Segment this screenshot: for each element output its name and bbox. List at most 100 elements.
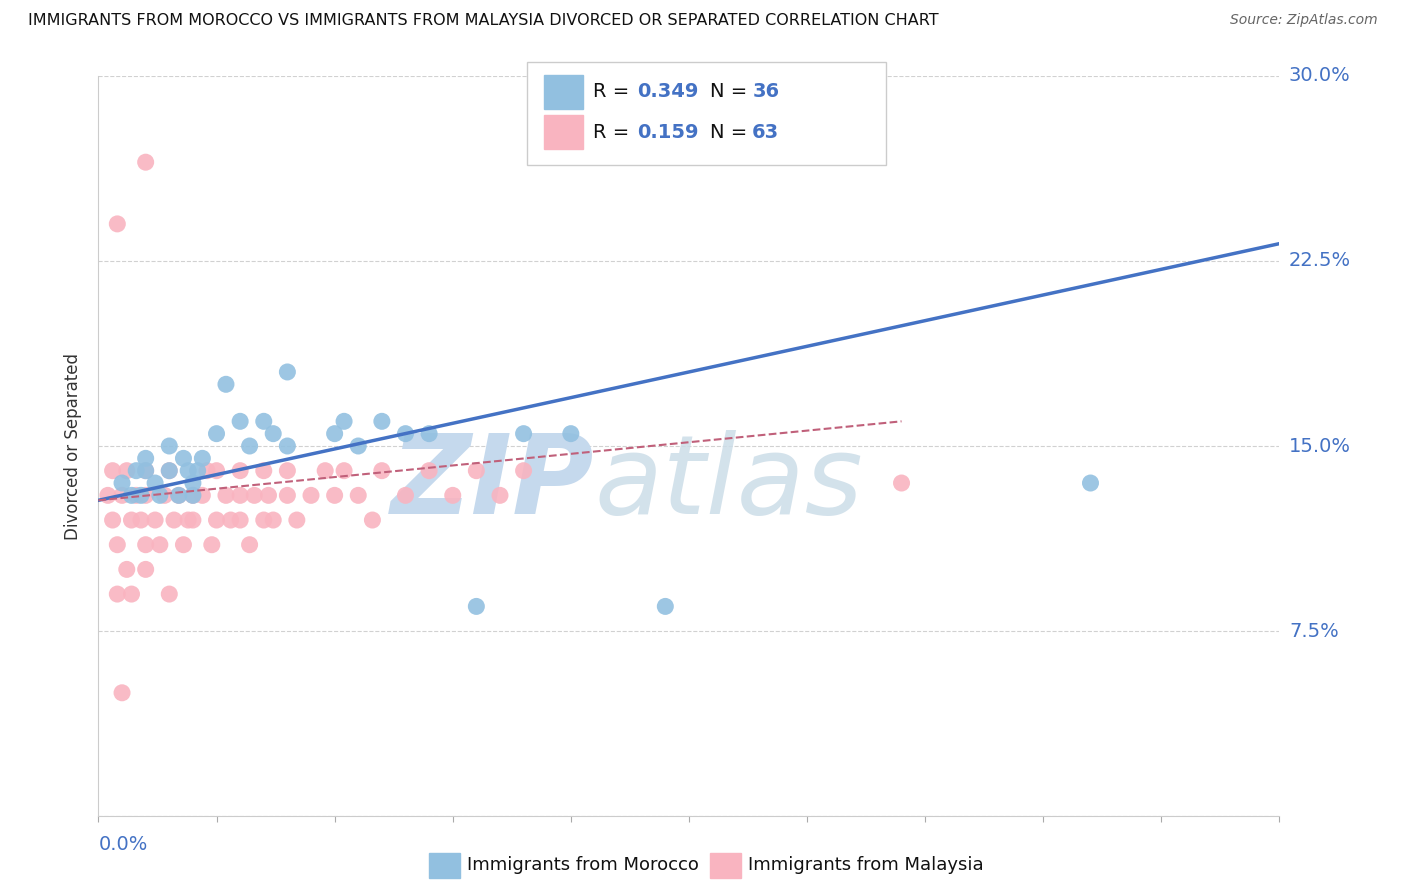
Text: Source: ZipAtlas.com: Source: ZipAtlas.com <box>1230 13 1378 28</box>
Point <box>1080 475 1102 490</box>
Point <box>243 488 266 502</box>
Point <box>489 488 512 502</box>
Point <box>323 426 346 441</box>
Point <box>418 464 440 478</box>
Point <box>135 562 157 576</box>
Text: R =: R = <box>593 122 636 142</box>
Point <box>418 426 440 441</box>
Point <box>167 488 190 502</box>
Text: N =: N = <box>710 122 754 142</box>
Point <box>253 513 276 527</box>
Point <box>135 155 157 169</box>
Point <box>512 426 534 441</box>
Text: ZIP: ZIP <box>391 430 595 536</box>
Point <box>276 365 298 379</box>
Point <box>125 488 148 502</box>
Point <box>276 464 298 478</box>
Text: 0.349: 0.349 <box>637 82 699 102</box>
Point <box>101 513 124 527</box>
Point <box>187 464 209 478</box>
Point <box>441 488 464 502</box>
Point <box>129 513 152 527</box>
Text: R =: R = <box>593 82 636 102</box>
Point <box>135 451 157 466</box>
Point <box>97 488 120 502</box>
Text: 7.5%: 7.5% <box>1289 622 1339 640</box>
Text: Immigrants from Morocco: Immigrants from Morocco <box>467 856 699 874</box>
Point <box>201 538 224 552</box>
Point <box>121 513 143 527</box>
Point <box>177 513 200 527</box>
Point <box>229 488 252 502</box>
Point <box>253 464 276 478</box>
Text: 30.0%: 30.0% <box>1289 66 1351 86</box>
Point <box>195 464 218 478</box>
Point <box>215 488 238 502</box>
Text: N =: N = <box>710 82 754 102</box>
Point <box>181 488 204 502</box>
Point <box>135 464 157 478</box>
Point <box>172 451 194 466</box>
Point <box>191 488 214 502</box>
Point <box>172 538 194 552</box>
Point <box>333 414 356 428</box>
Point <box>135 464 157 478</box>
Point <box>560 426 582 441</box>
Point <box>253 414 276 428</box>
Point <box>371 464 394 478</box>
Point <box>276 439 298 453</box>
Point <box>371 414 394 428</box>
Point <box>149 488 172 502</box>
Point <box>181 488 204 502</box>
Point <box>239 538 262 552</box>
Point <box>299 488 322 502</box>
Point <box>262 426 284 441</box>
Point <box>115 562 138 576</box>
Point <box>205 464 228 478</box>
Point <box>105 217 128 231</box>
Point <box>157 464 180 478</box>
Point <box>135 488 157 502</box>
Point <box>205 513 228 527</box>
Point <box>167 488 190 502</box>
Text: 15.0%: 15.0% <box>1289 436 1351 456</box>
Point <box>465 599 488 614</box>
Point <box>143 475 166 490</box>
Point <box>229 414 252 428</box>
Point <box>149 538 172 552</box>
Point <box>111 488 134 502</box>
Point <box>219 513 242 527</box>
Point <box>101 464 124 478</box>
Point <box>135 538 157 552</box>
Point <box>654 599 676 614</box>
Point <box>205 426 228 441</box>
Point <box>129 488 152 502</box>
Point <box>111 475 134 490</box>
Point <box>157 587 180 601</box>
Text: 0.159: 0.159 <box>637 122 699 142</box>
Point <box>512 464 534 478</box>
Text: 22.5%: 22.5% <box>1289 252 1351 270</box>
Point <box>111 686 134 700</box>
Point <box>157 464 180 478</box>
Point <box>465 464 488 478</box>
Point <box>125 464 148 478</box>
Point <box>163 513 186 527</box>
Point <box>229 464 252 478</box>
Point <box>121 488 143 502</box>
Point <box>153 488 176 502</box>
Point <box>890 475 912 490</box>
Point <box>143 513 166 527</box>
Point <box>314 464 336 478</box>
Text: 36: 36 <box>752 82 779 102</box>
Y-axis label: Divorced or Separated: Divorced or Separated <box>65 352 83 540</box>
Point <box>347 439 370 453</box>
Point <box>105 587 128 601</box>
Text: 63: 63 <box>752 122 779 142</box>
Point <box>394 488 416 502</box>
Point <box>215 377 238 392</box>
Point <box>285 513 308 527</box>
Point <box>262 513 284 527</box>
Point <box>105 538 128 552</box>
Text: 0.0%: 0.0% <box>98 835 148 854</box>
